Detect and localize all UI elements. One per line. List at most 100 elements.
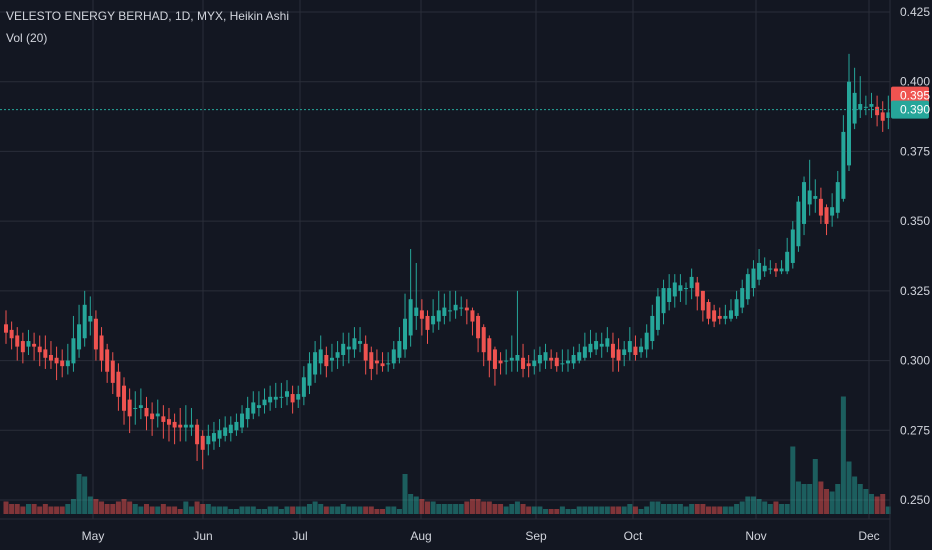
candle[interactable] xyxy=(82,290,87,347)
candle[interactable] xyxy=(537,346,542,372)
candle[interactable] xyxy=(818,187,823,224)
candle[interactable] xyxy=(509,335,514,372)
candle[interactable] xyxy=(369,346,374,381)
candle[interactable] xyxy=(166,407,171,442)
candle[interactable] xyxy=(133,391,138,425)
candle[interactable] xyxy=(700,290,705,322)
volume-indicator-label[interactable]: Vol (20) xyxy=(6,31,48,45)
candle[interactable] xyxy=(442,293,447,325)
candle[interactable] xyxy=(616,338,621,372)
candle[interactable] xyxy=(841,115,846,202)
candle[interactable] xyxy=(695,276,700,311)
candle[interactable] xyxy=(824,204,829,236)
candle[interactable] xyxy=(240,405,245,434)
candle[interactable] xyxy=(329,343,334,372)
candle[interactable] xyxy=(605,327,610,353)
candle[interactable] xyxy=(71,315,76,372)
candle[interactable] xyxy=(740,279,745,314)
candle[interactable] xyxy=(498,352,503,375)
candle[interactable] xyxy=(358,327,363,353)
candle[interactable] xyxy=(414,262,419,330)
candle[interactable] xyxy=(768,260,773,275)
candle[interactable] xyxy=(77,304,82,358)
time-axis[interactable]: May Jun Jul Aug Sep Oct Nov Dec xyxy=(82,529,880,543)
candle[interactable] xyxy=(296,385,301,408)
candle[interactable] xyxy=(470,307,475,336)
candle[interactable] xyxy=(633,335,638,361)
candle[interactable] xyxy=(144,396,149,431)
candle[interactable] xyxy=(549,349,554,369)
candle[interactable] xyxy=(26,329,31,355)
candle[interactable] xyxy=(223,416,228,442)
candle[interactable] xyxy=(206,424,211,456)
candle[interactable] xyxy=(318,335,323,375)
candle[interactable] xyxy=(610,332,615,372)
candle[interactable] xyxy=(245,396,250,428)
candle[interactable] xyxy=(779,260,784,275)
candle[interactable] xyxy=(183,405,188,442)
candle[interactable] xyxy=(161,405,166,439)
candle[interactable] xyxy=(301,366,306,406)
candle[interactable] xyxy=(195,419,200,461)
candle[interactable] xyxy=(37,335,42,367)
candle[interactable] xyxy=(858,76,863,118)
candle[interactable] xyxy=(307,352,312,395)
candle[interactable] xyxy=(341,332,346,367)
candle[interactable] xyxy=(172,413,177,445)
candle[interactable] xyxy=(43,335,48,369)
candle[interactable] xyxy=(785,237,790,275)
candle[interactable] xyxy=(639,338,644,358)
candle[interactable] xyxy=(211,421,216,450)
candle[interactable] xyxy=(290,385,295,414)
candle[interactable] xyxy=(802,176,807,236)
candle[interactable] xyxy=(571,346,576,369)
candle[interactable] xyxy=(88,296,93,336)
candle[interactable] xyxy=(476,313,481,353)
candle[interactable] xyxy=(335,341,340,369)
candle[interactable] xyxy=(830,193,835,227)
candle[interactable] xyxy=(526,354,531,378)
candle[interactable] xyxy=(228,416,233,442)
candle[interactable] xyxy=(543,343,548,369)
candle[interactable] xyxy=(728,299,733,322)
candle[interactable] xyxy=(386,352,391,372)
candle[interactable] xyxy=(504,349,509,375)
candle[interactable] xyxy=(627,327,632,361)
candle[interactable] xyxy=(684,282,689,305)
candle[interactable] xyxy=(48,341,53,369)
candle[interactable] xyxy=(313,341,318,383)
candle[interactable] xyxy=(644,324,649,358)
candle[interactable] xyxy=(431,299,436,333)
candle[interactable] xyxy=(279,382,284,408)
candle[interactable] xyxy=(599,332,604,358)
candle[interactable] xyxy=(436,290,441,330)
candle[interactable] xyxy=(835,170,840,219)
candle[interactable] xyxy=(689,268,694,300)
candle[interactable] xyxy=(268,385,273,411)
candle[interactable] xyxy=(93,310,98,361)
candle[interactable] xyxy=(32,332,37,361)
candle[interactable] xyxy=(723,304,728,325)
candle[interactable] xyxy=(20,332,25,364)
candle[interactable] xyxy=(374,349,379,375)
candle[interactable] xyxy=(189,407,194,436)
candle[interactable] xyxy=(138,388,143,420)
candle[interactable] xyxy=(464,299,469,325)
candle[interactable] xyxy=(447,290,452,322)
candle[interactable] xyxy=(796,196,801,252)
candle[interactable] xyxy=(492,346,497,386)
candle[interactable] xyxy=(403,293,408,358)
candle[interactable] xyxy=(863,95,868,116)
price-axis[interactable]: 0.425 0.400 0.375 0.350 0.325 0.300 0.275 0.250 xyxy=(900,5,930,507)
candle[interactable] xyxy=(560,349,565,372)
candle[interactable] xyxy=(847,53,851,171)
candle[interactable] xyxy=(391,341,396,369)
candle[interactable] xyxy=(408,249,413,347)
candle[interactable] xyxy=(751,260,756,297)
candle[interactable] xyxy=(762,257,767,277)
candle[interactable] xyxy=(60,349,65,378)
candle[interactable] xyxy=(661,279,666,325)
candle[interactable] xyxy=(352,327,357,358)
candle[interactable] xyxy=(622,341,627,367)
candle[interactable] xyxy=(459,296,464,316)
